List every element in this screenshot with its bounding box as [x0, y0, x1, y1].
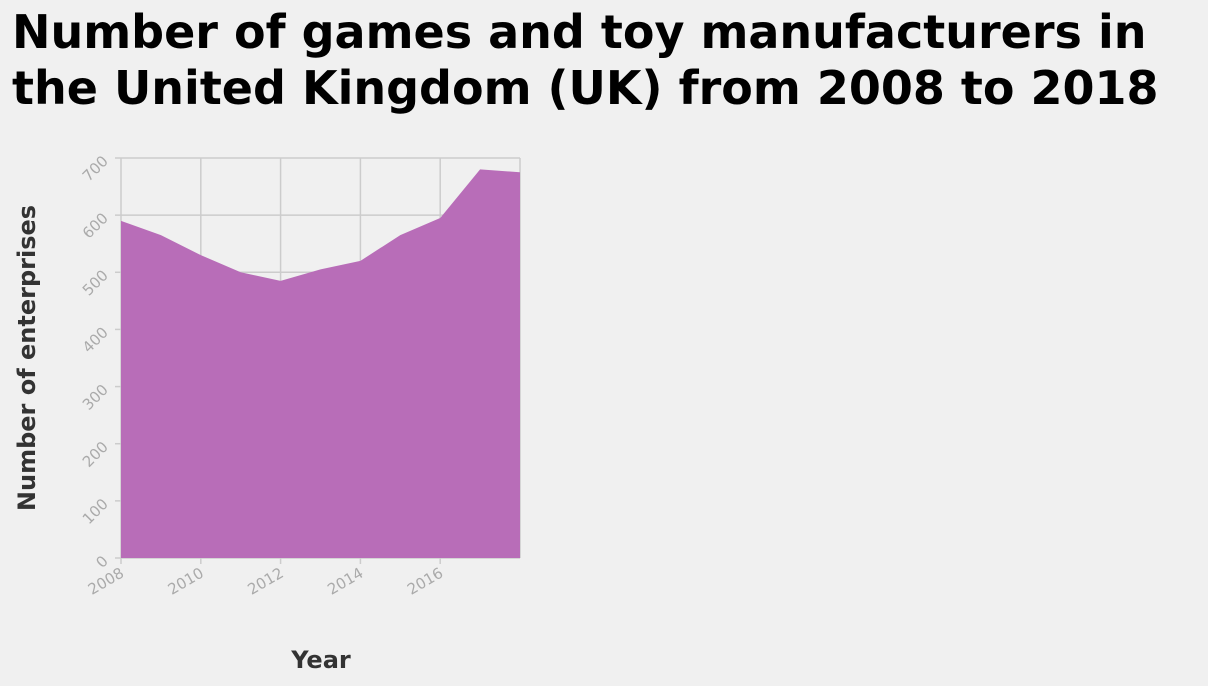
x-tick-label: 2014: [324, 564, 366, 599]
y-tick-label: 700: [79, 152, 112, 185]
y-tick-label: 100: [79, 495, 112, 528]
y-tick-label: 500: [79, 266, 112, 299]
chart-title: Number of games and toy manufacturers in…: [12, 5, 1159, 115]
x-tick-label: 2016: [404, 564, 446, 599]
series-area: [121, 169, 520, 558]
x-tick-label: 2010: [165, 564, 207, 599]
y-tick-label: 400: [79, 324, 112, 357]
y-tick-label: 300: [79, 381, 112, 414]
x-tick-label: 2012: [245, 564, 287, 599]
y-tick-label: 600: [79, 209, 112, 242]
y-axis-title: Number of enterprises: [13, 205, 41, 511]
y-tick-label: 200: [79, 438, 112, 471]
x-axis-title: Year: [290, 646, 351, 674]
